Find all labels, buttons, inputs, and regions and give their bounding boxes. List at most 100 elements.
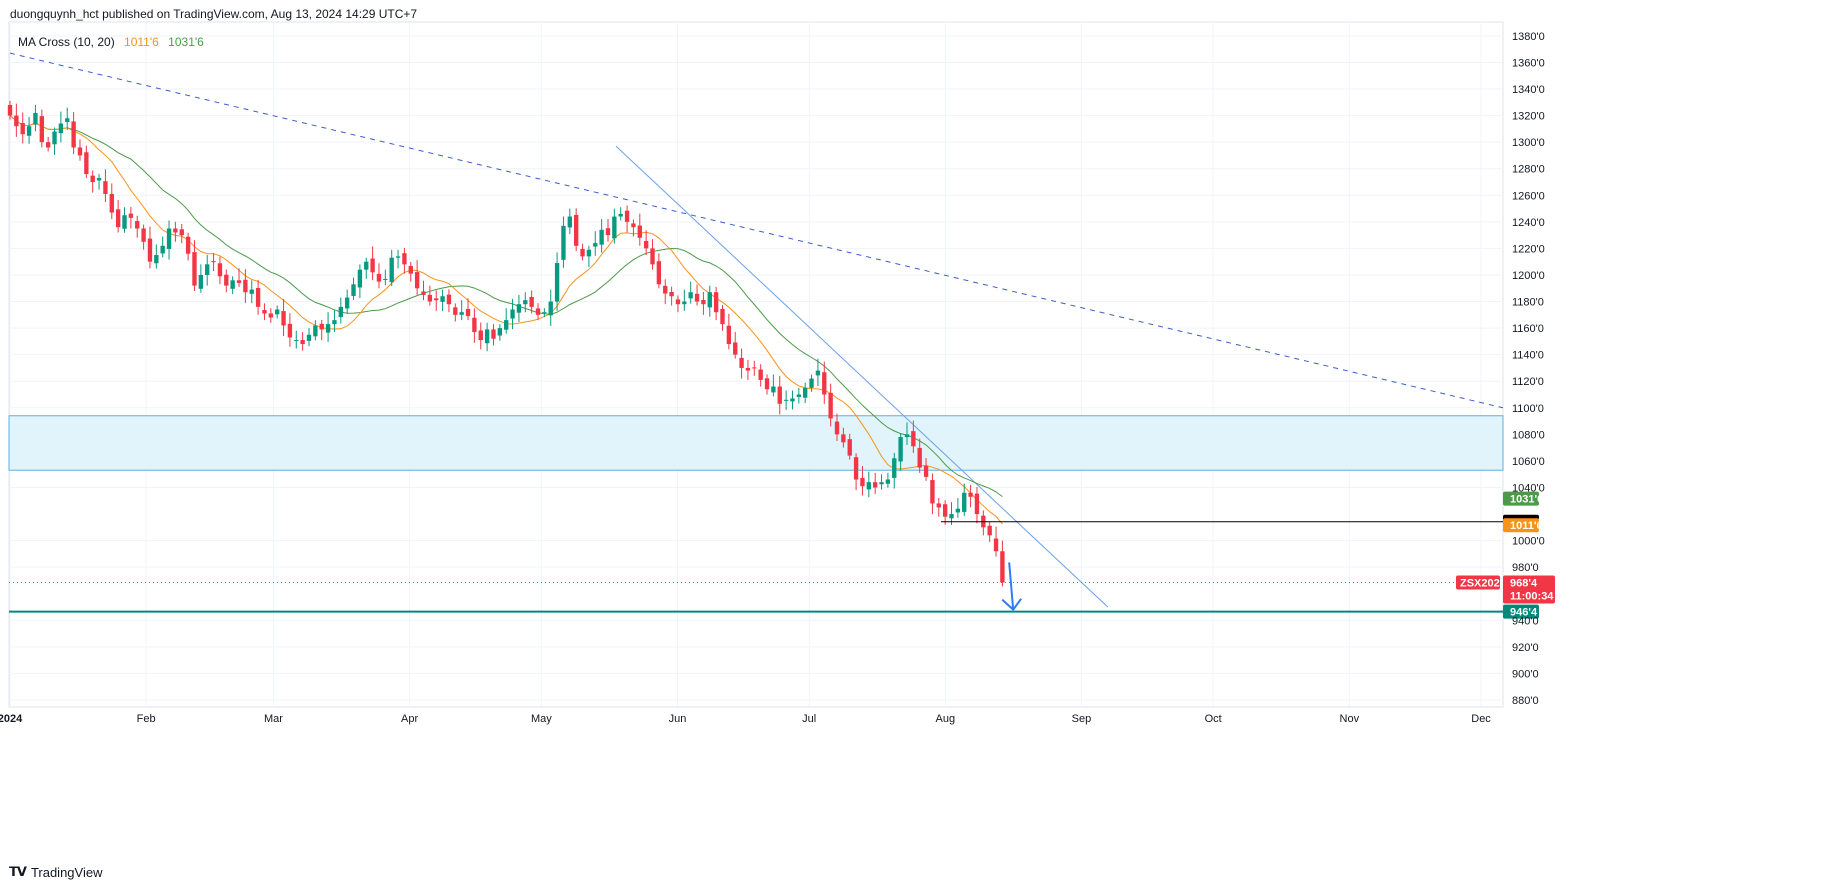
candle (752, 367, 757, 369)
candle (262, 310, 267, 314)
candle (809, 378, 814, 388)
candle (885, 479, 891, 484)
price-levels: 1031'61014'21011'6946'4ZSX2024968'411:00… (9, 491, 1555, 619)
candle (96, 178, 102, 181)
indicator-legend[interactable]: MA Cross (10, 20) 1011'6 1031'6 (18, 35, 204, 49)
candle (77, 147, 83, 156)
x-tick-label: Mar (264, 713, 283, 725)
candle (103, 181, 108, 194)
y-tick-label: 1320'0 (1512, 111, 1545, 123)
tradingview-logo-icon: 𝗧𝗩 (9, 864, 27, 879)
candle (357, 269, 363, 288)
candle (701, 299, 706, 305)
candle (962, 492, 967, 512)
candle (211, 261, 216, 263)
candle (389, 257, 394, 283)
legend-ma10-value: 1011'6 (124, 35, 159, 49)
candle (287, 323, 293, 338)
candle (281, 311, 286, 326)
candle (395, 256, 401, 258)
y-tick-label: 1340'0 (1512, 84, 1545, 96)
candle (26, 126, 32, 136)
candle (1000, 551, 1005, 583)
x-tick-label: Oct (1205, 713, 1222, 725)
candle (179, 229, 184, 236)
candle (631, 223, 636, 228)
candle (968, 492, 973, 497)
y-axis[interactable]: 1380'0 1360'0 1340'0 1320'0 1300'0 1280'0 1260… (1512, 31, 1545, 707)
y-tick-label: 1220'0 (1512, 243, 1545, 255)
y-tick-label: 1040'0 (1512, 482, 1545, 494)
x-axis[interactable]: 2024 Feb Mar Apr May Jun Jul Aug Sep Oct Nov Dec (0, 713, 1491, 725)
candle (733, 342, 738, 355)
candle (942, 504, 948, 517)
x-tick-label: Jun (669, 713, 687, 725)
ma20-tag-label: 1031'6 (1510, 494, 1543, 506)
resistance-zone (8, 415, 1504, 471)
candle (338, 306, 343, 317)
candle (135, 221, 140, 229)
ma20-line (9, 115, 1003, 498)
candle (796, 394, 802, 397)
y-tick-label: 1240'0 (1512, 217, 1545, 229)
candle (663, 285, 668, 294)
candle (383, 278, 388, 281)
candle (166, 228, 172, 249)
candle (911, 431, 916, 447)
candle (853, 457, 859, 480)
candle (688, 292, 693, 299)
candle (841, 434, 846, 443)
candle (561, 225, 566, 260)
footer-brand[interactable]: 𝗧𝗩 TradingView (9, 864, 102, 880)
candle (974, 493, 980, 515)
candle (580, 248, 585, 257)
x-tick-label: May (531, 713, 552, 725)
candle (319, 323, 324, 330)
candle (344, 297, 350, 309)
y-tick-label: 1140'0 (1512, 350, 1544, 362)
y-tick-label: 1260'0 (1512, 190, 1545, 202)
ma10-tag (1503, 518, 1539, 533)
candle (300, 340, 305, 345)
trendlines (9, 52, 1504, 608)
candle (612, 216, 617, 239)
candle (675, 299, 681, 305)
y-tick-label: 1080'0 (1512, 429, 1545, 441)
support-tag-label: 946'4 (1510, 607, 1538, 619)
candle (618, 213, 623, 217)
candle (185, 236, 191, 254)
candle (637, 225, 642, 238)
candle (573, 214, 579, 246)
candle (446, 294, 452, 305)
y-tick-label: 920'0 (1512, 642, 1539, 654)
ma10-tag-label: 1011'6 (1510, 520, 1543, 532)
candle (313, 325, 318, 337)
candle (923, 465, 929, 477)
candle (236, 280, 242, 283)
candle (376, 273, 382, 282)
candle (294, 340, 299, 342)
candle (535, 308, 541, 315)
candle (917, 447, 922, 468)
candle (669, 291, 674, 297)
candle (160, 245, 165, 254)
candle (542, 312, 547, 314)
candle (828, 392, 833, 419)
candle (739, 357, 744, 368)
candle (249, 289, 254, 294)
candle (783, 399, 789, 401)
candle (866, 482, 871, 490)
candle (427, 294, 433, 302)
candle (275, 309, 280, 315)
candle (243, 279, 248, 293)
candle (465, 308, 471, 317)
candle (58, 123, 64, 134)
y-tick-label: 1200'0 (1512, 270, 1545, 282)
candle (421, 291, 426, 295)
y-tick-label: 880'0 (1512, 695, 1539, 707)
x-tick-label: 2024 (0, 713, 23, 725)
candle (803, 387, 808, 398)
x-tick-label: Apr (401, 713, 418, 725)
candle (694, 293, 700, 302)
